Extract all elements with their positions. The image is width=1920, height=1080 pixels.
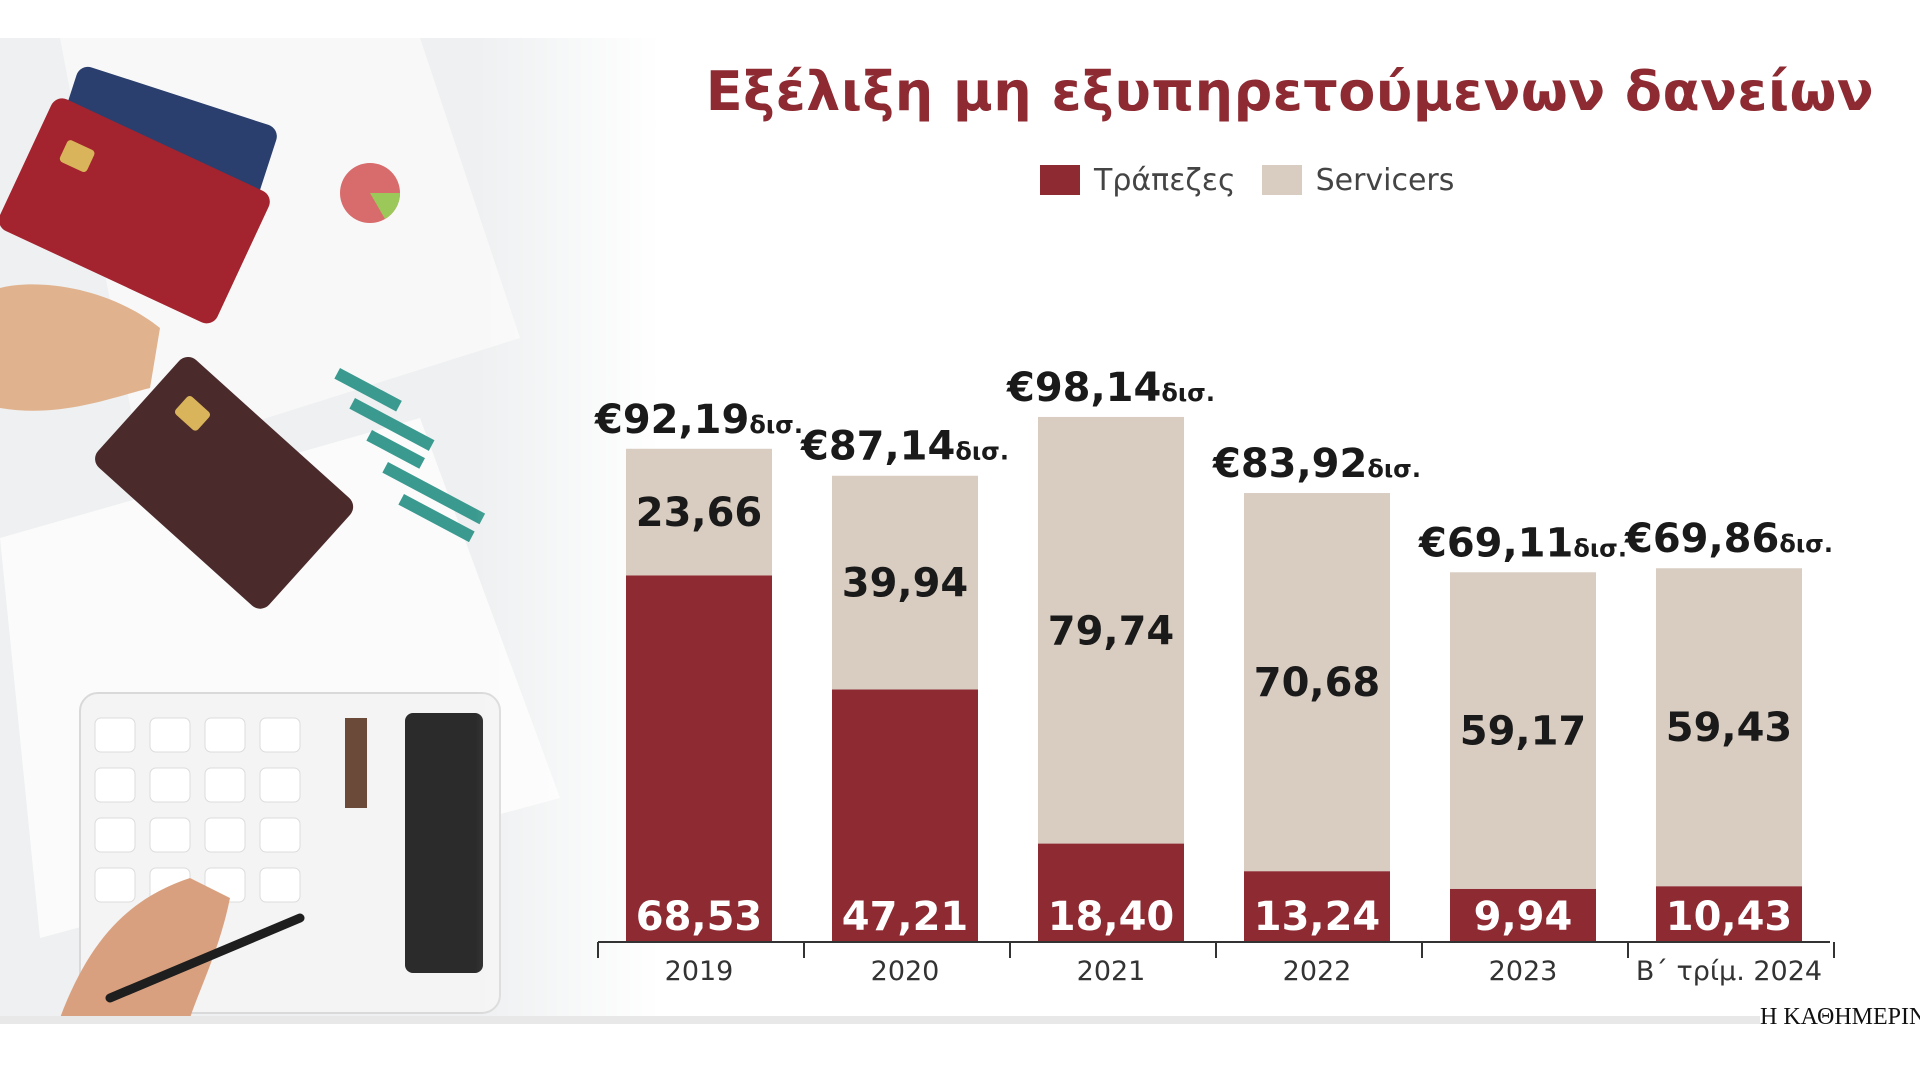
footer-line [0, 1016, 1760, 1024]
value-label-servicers: 59,17 [1460, 709, 1587, 755]
value-label-banks: 10,43 [1666, 894, 1793, 940]
background-photo [0, 38, 660, 1018]
bar-servicers [832, 475, 978, 690]
x-tick-label: 2021 [1077, 956, 1146, 987]
value-label-servicers: 39,94 [842, 561, 969, 607]
bar-banks [626, 575, 772, 942]
value-label-servicers: 23,66 [636, 490, 763, 536]
total-label: €69,11δισ. [1418, 520, 1627, 566]
value-label-banks: 68,53 [636, 894, 763, 940]
x-tick-label: Β΄ τρίμ. 2024 [1636, 956, 1822, 987]
value-label-banks: 18,40 [1048, 894, 1175, 940]
value-label-servicers: 59,43 [1666, 705, 1793, 751]
legend-item-banks: Τράπεζες [1040, 163, 1236, 198]
bar-banks [1244, 871, 1390, 942]
bar-servicers [626, 448, 772, 576]
legend-label-banks: Τράπεζες [1094, 162, 1236, 198]
value-label-servicers: 70,68 [1254, 660, 1381, 706]
total-label: €69,86δισ. [1624, 516, 1833, 562]
legend-label-servicers: Servicers [1315, 162, 1455, 198]
value-label-banks: 9,94 [1474, 894, 1573, 940]
bar-banks [1656, 886, 1802, 942]
value-label-banks: 47,21 [842, 894, 969, 940]
value-label-banks: 13,24 [1254, 894, 1381, 940]
x-tick-label: 2022 [1283, 956, 1352, 987]
legend-swatch-servicers [1261, 165, 1302, 195]
bar-servicers [1244, 493, 1390, 872]
chart-title: Εξέλιξη μη εξυπηρετούμενων δανείων [705, 60, 1875, 123]
x-tick-label: 2020 [871, 956, 940, 987]
bar-servicers [1038, 416, 1184, 844]
value-label-servicers: 79,74 [1048, 608, 1175, 654]
total-label: €98,14δισ. [1006, 365, 1215, 411]
x-tick-label: 2023 [1489, 956, 1558, 987]
legend-swatch-banks [1040, 165, 1080, 195]
brand-name: Η ΚΑΘΗΜΕΡΙΝΗ [1760, 1004, 1920, 1030]
bar-banks [1038, 843, 1184, 942]
bar-servicers [1656, 568, 1802, 887]
total-label: €92,19δισ. [594, 397, 803, 443]
total-label: €83,92δισ. [1212, 441, 1421, 487]
bar-banks [832, 689, 978, 942]
legend: Τράπεζες Servicers [1040, 160, 1454, 200]
bar-banks [1450, 888, 1596, 942]
bar-servicers [1450, 572, 1596, 889]
total-label: €87,14δισ. [800, 424, 1009, 470]
x-tick-label: 2019 [665, 956, 734, 987]
legend-item-servicers: Servicers [1261, 162, 1455, 198]
